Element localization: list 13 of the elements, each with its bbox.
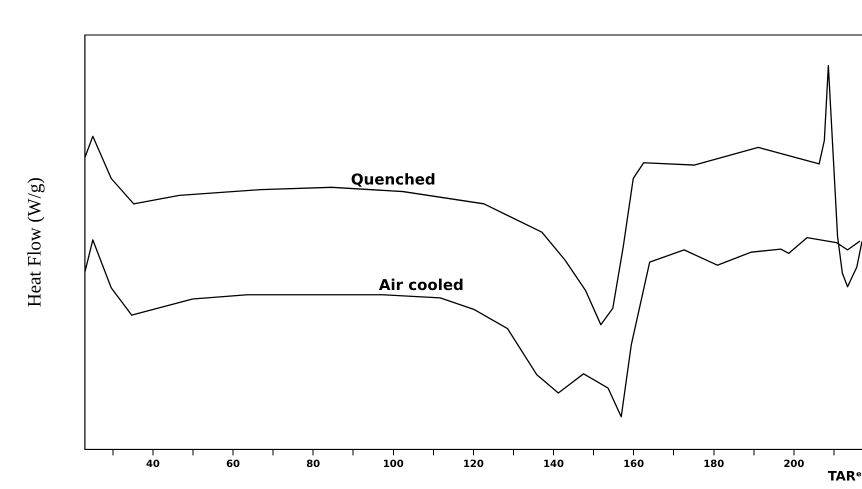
x-tick-label: 40 (146, 458, 160, 470)
x-tick-label: 60 (226, 458, 240, 470)
x-tick-label: 180 (703, 458, 724, 470)
series-label: Quenched (350, 170, 436, 188)
x-tick-label: 100 (382, 458, 404, 470)
x-axis-title: TARᵉ (828, 470, 862, 485)
series-label: Air cooled (378, 276, 464, 294)
x-tick-label: 80 (306, 458, 320, 470)
x-tick-label: 160 (623, 458, 644, 470)
x-tick-label: 140 (543, 458, 564, 470)
x-tick-label: 120 (462, 458, 484, 470)
x-tick-label: 200 (783, 458, 804, 470)
y-axis-title: Heat Flow (W/g) (24, 177, 46, 308)
